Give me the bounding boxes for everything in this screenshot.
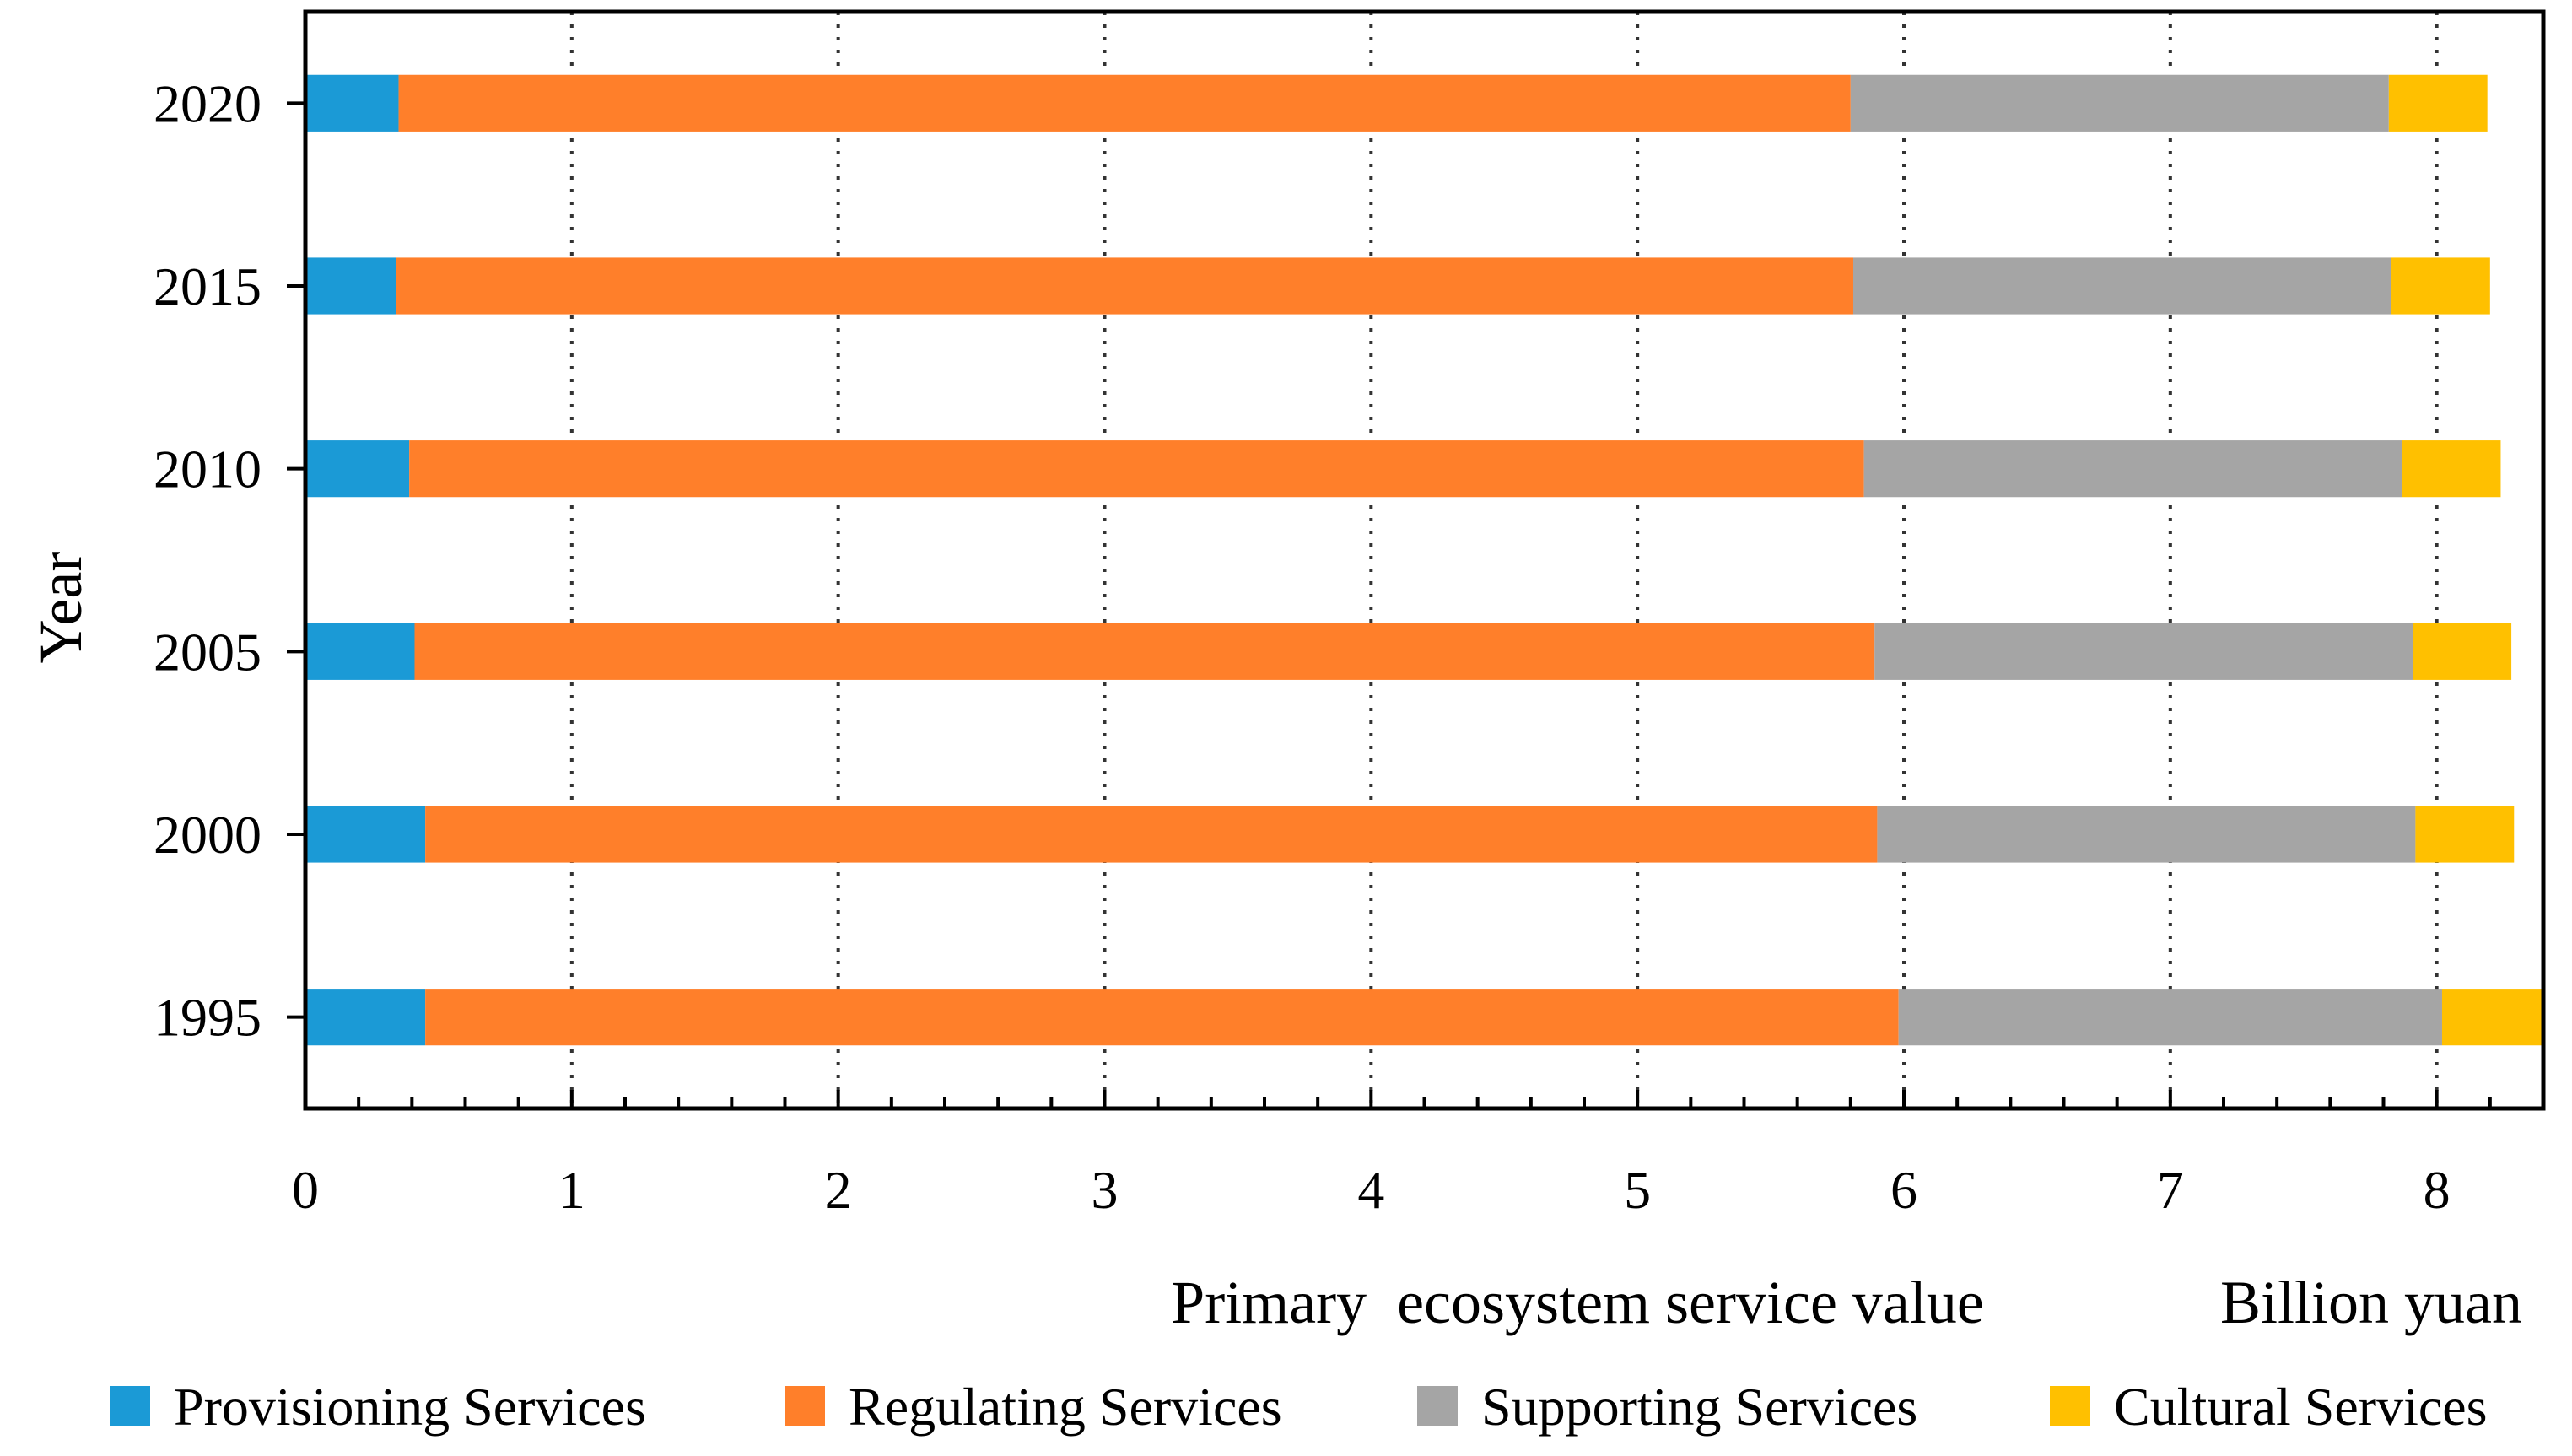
x-tick-label: 2 xyxy=(825,1160,852,1220)
bar-2010-cultural-services xyxy=(2402,440,2501,498)
x-tick-label: 5 xyxy=(1624,1160,1651,1220)
y-axis: 2020 2015 2010 2005 2000 1995 xyxy=(154,73,305,1048)
x-tick-label: 0 xyxy=(292,1160,319,1220)
bar-2010-provisioning-services xyxy=(305,440,410,498)
x-axis-title: Primary ecosystem service value xyxy=(1171,1269,1984,1336)
x-tick-label: 4 xyxy=(1357,1160,1384,1220)
bar-2000-regulating-services xyxy=(425,806,1878,863)
x-tick-label: 6 xyxy=(1890,1160,1917,1220)
x-axis: 0 1 2 3 4 5 6 7 8 xyxy=(292,1090,2492,1220)
legend-label: Cultural Services xyxy=(2114,1377,2488,1437)
bar-layer xyxy=(305,74,2543,1046)
grid-layer xyxy=(569,12,2439,1108)
bar-2000-cultural-services xyxy=(2415,806,2515,863)
legend-swatch xyxy=(2050,1386,2090,1426)
bar-2020-regulating-services xyxy=(398,74,1851,132)
x-tick-label: 8 xyxy=(2424,1160,2451,1220)
bar-1995-provisioning-services xyxy=(305,989,426,1046)
bar-2020-provisioning-services xyxy=(305,74,399,132)
y-tick-label: 2000 xyxy=(154,805,262,865)
bar-2005-provisioning-services xyxy=(305,623,415,680)
bar-2015-supporting-services xyxy=(1852,257,2391,315)
bar-1995-regulating-services xyxy=(425,989,1899,1046)
x-tick-label: 7 xyxy=(2157,1160,2184,1220)
legend: Provisioning Services Regulating Services… xyxy=(110,1377,2488,1437)
bar-2015-regulating-services xyxy=(396,257,1853,315)
y-tick-label: 2015 xyxy=(154,256,262,316)
y-tick-label: 2020 xyxy=(154,73,262,133)
y-tick-label: 2010 xyxy=(154,439,262,499)
bar-1995-supporting-services xyxy=(1898,989,2442,1046)
bar-2015-provisioning-services xyxy=(305,257,396,315)
bar-2005-cultural-services xyxy=(2413,623,2512,680)
legend-swatch xyxy=(1417,1386,1458,1426)
legend-label: Supporting Services xyxy=(1481,1377,1917,1437)
legend-label: Provisioning Services xyxy=(174,1377,646,1437)
bar-2000-supporting-services xyxy=(1877,806,2416,863)
bar-2000-provisioning-services xyxy=(305,806,426,863)
bar-2005-supporting-services xyxy=(1874,623,2413,680)
legend-swatch xyxy=(785,1386,825,1426)
y-axis-title: Year xyxy=(27,552,94,664)
bar-2010-supporting-services xyxy=(1863,440,2402,498)
bar-2005-regulating-services xyxy=(414,623,1875,680)
bar-2020-supporting-services xyxy=(1850,74,2389,132)
bar-1995-cultural-services xyxy=(2441,989,2543,1046)
bar-2020-cultural-services xyxy=(2388,74,2488,132)
bar-2010-regulating-services xyxy=(409,440,1864,498)
x-axis-unit: Billion yuan xyxy=(2220,1269,2522,1336)
x-tick-label: 1 xyxy=(558,1160,585,1220)
y-tick-label: 1995 xyxy=(154,988,262,1048)
plot-frame xyxy=(303,9,2546,1111)
legend-label: Regulating Services xyxy=(849,1377,1282,1437)
bar-2015-cultural-services xyxy=(2391,257,2490,315)
y-tick-label: 2005 xyxy=(154,622,262,682)
x-tick-label: 3 xyxy=(1092,1160,1119,1220)
legend-swatch xyxy=(110,1386,150,1426)
